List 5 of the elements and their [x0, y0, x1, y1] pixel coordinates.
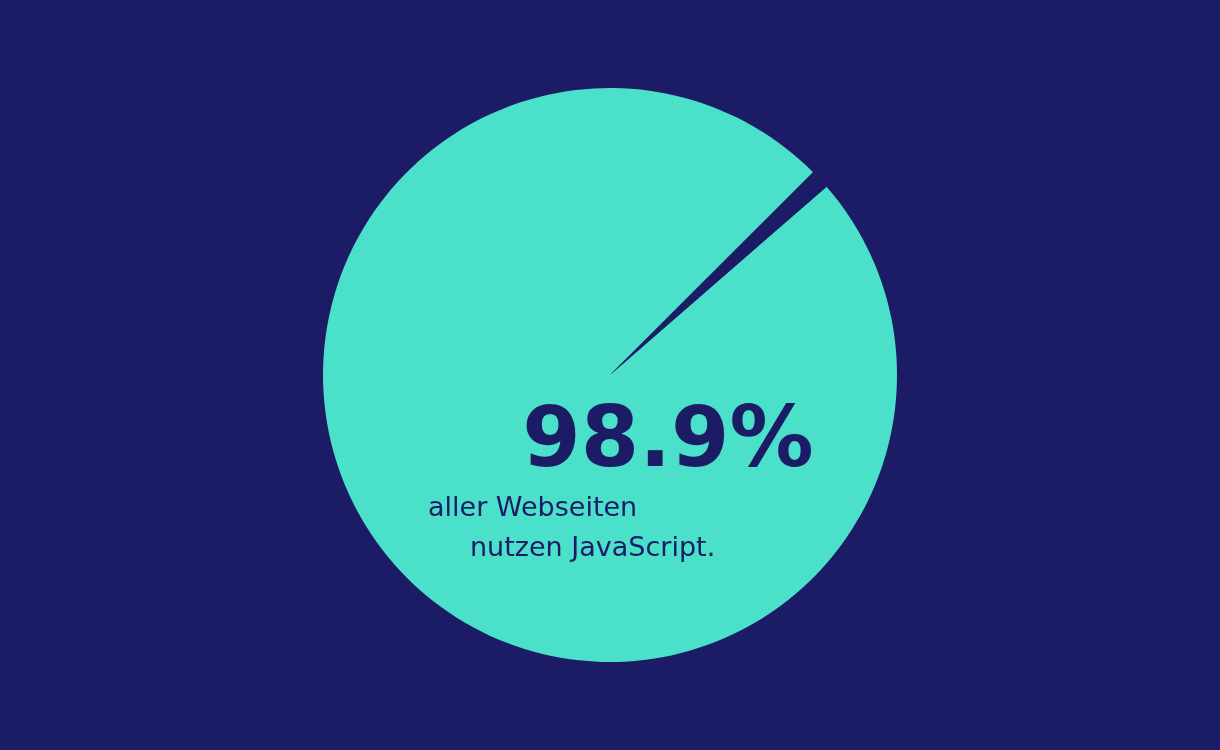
- pie-slice: [610, 172, 827, 375]
- data-label: 98.9%: [522, 388, 814, 486]
- text: nutzen JavaScript.: [470, 531, 716, 562]
- pie-slice: [323, 88, 897, 662]
- text: aller Webseiten: [428, 491, 638, 522]
